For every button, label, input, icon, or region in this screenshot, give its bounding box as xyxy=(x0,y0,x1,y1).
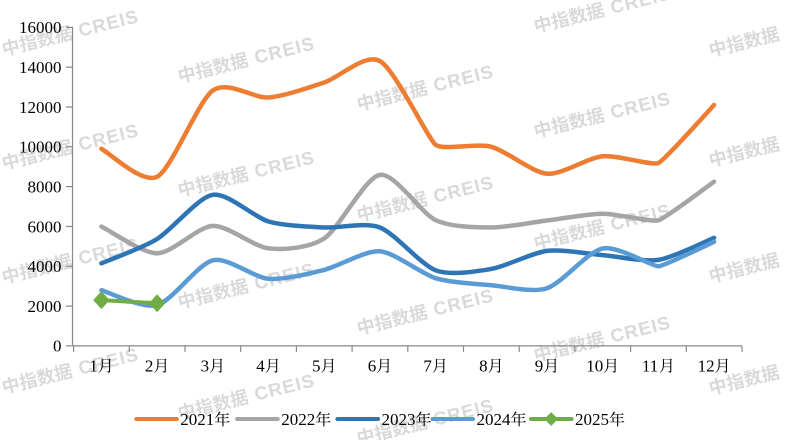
svg-text:2025: 2025 xyxy=(575,410,609,429)
svg-text:2023: 2023 xyxy=(382,410,416,429)
svg-text:10000: 10000 xyxy=(19,138,62,157)
svg-text:2021: 2021 xyxy=(180,410,214,429)
svg-text:2000: 2000 xyxy=(28,297,62,316)
svg-text:8: 8 xyxy=(479,357,488,376)
svg-text:8000: 8000 xyxy=(28,177,62,196)
svg-text:2022: 2022 xyxy=(281,410,315,429)
svg-text:4000: 4000 xyxy=(28,257,62,276)
svg-text:9: 9 xyxy=(535,357,544,376)
svg-text:10: 10 xyxy=(586,357,603,376)
svg-text:3: 3 xyxy=(201,357,210,376)
svg-text:2: 2 xyxy=(145,357,154,376)
svg-text:6000: 6000 xyxy=(28,217,62,236)
svg-text:1: 1 xyxy=(89,357,98,376)
svg-text:0: 0 xyxy=(53,337,62,356)
svg-text:7: 7 xyxy=(423,357,432,376)
svg-text:6: 6 xyxy=(368,357,377,376)
svg-text:11: 11 xyxy=(642,357,658,376)
svg-text:4: 4 xyxy=(256,357,265,376)
svg-text:16000: 16000 xyxy=(19,18,62,37)
svg-text:12: 12 xyxy=(698,357,715,376)
svg-text:12000: 12000 xyxy=(19,98,62,117)
svg-text:14000: 14000 xyxy=(19,58,62,77)
svg-text:5: 5 xyxy=(312,357,321,376)
svg-text:2024: 2024 xyxy=(477,410,512,429)
